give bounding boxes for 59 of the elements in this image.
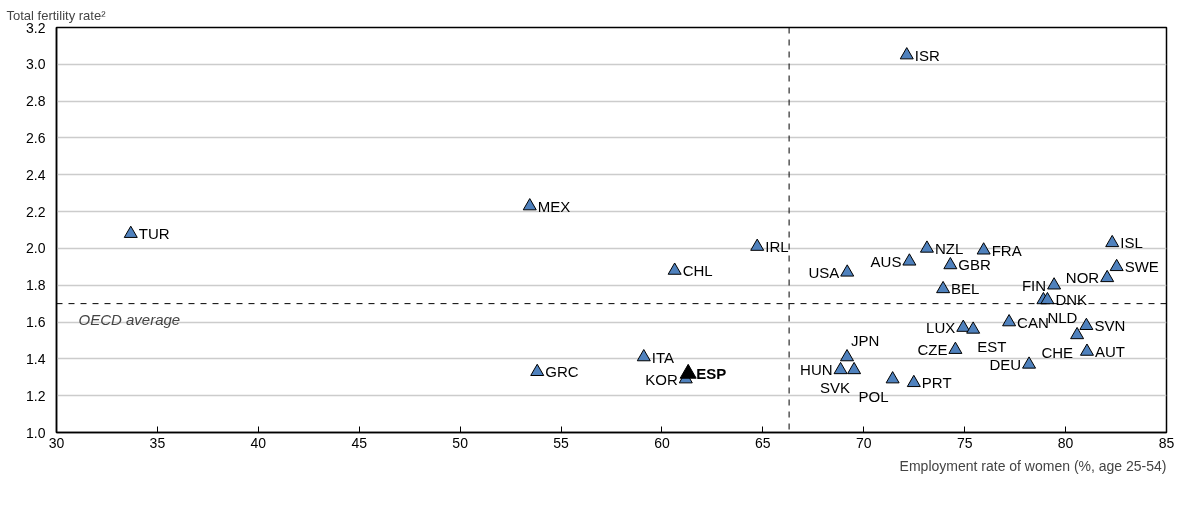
y-tick-label: 1.0 [26, 424, 46, 441]
x-tick-label: 55 [553, 434, 570, 451]
annotation: AUT [1094, 343, 1125, 360]
annotation: CHL [682, 262, 713, 279]
annotation: SVN [1094, 317, 1126, 335]
annotation: SVK [820, 378, 851, 396]
annotation: POL [858, 388, 889, 406]
annotation: AUS [870, 252, 902, 270]
annotation: DNK [1055, 291, 1088, 309]
annotation: CAN [1017, 313, 1049, 331]
annotation: IRL [765, 238, 789, 256]
x-tick-label: 45 [351, 434, 368, 451]
y-tick-label: 2.6 [26, 129, 46, 146]
annotation: LUX [926, 319, 956, 337]
y-tick-label: 2.4 [26, 166, 46, 183]
annotation: BEL [951, 280, 980, 298]
x-tick-label: 80 [1057, 434, 1074, 451]
annotation: ISR [914, 46, 940, 64]
annotation: HUN [800, 361, 833, 379]
annotation: SWE [1124, 258, 1159, 276]
x-tick-label: 30 [48, 434, 65, 451]
annotation: TUR [138, 225, 170, 243]
y-tick-label: 1.4 [26, 350, 46, 367]
y-tick-label: 1.6 [26, 314, 46, 331]
annotation: CZE [917, 341, 948, 359]
x-tick-label: 50 [452, 434, 469, 451]
annotation: PRT [921, 374, 952, 392]
annotation: ITA [651, 348, 675, 366]
x-tick-label: 75 [956, 434, 973, 451]
annotation: FRA [991, 241, 1022, 259]
x-axis-title: Employment rate of women (%, age 25-54) [899, 457, 1167, 474]
annotation: NZL [934, 239, 964, 257]
annotation: MEX [537, 197, 571, 215]
x-tick-label: 70 [855, 434, 872, 451]
x-tick-label: 65 [755, 434, 771, 451]
y-tick-label: 2.0 [26, 240, 46, 257]
annotation: GRC [545, 363, 579, 381]
annotation: KOR [645, 370, 678, 388]
annotation: NOR [1065, 269, 1100, 287]
annotation: JPN [851, 332, 880, 350]
x-tick-label: 40 [250, 434, 267, 451]
x-tick-label: 35 [149, 434, 166, 451]
x-tick-label: 85 [1158, 434, 1175, 451]
y-tick-label: 1.2 [26, 387, 46, 404]
annotation: ESP [696, 365, 727, 383]
annotation: FIN [1021, 276, 1047, 294]
y-tick-label: 3.0 [26, 56, 46, 73]
y-tick-label: 1.8 [26, 277, 46, 294]
ref-line-label: OECD average [78, 310, 181, 328]
x-tick-label: 60 [654, 434, 670, 451]
annotation: DEU [989, 355, 1022, 373]
y-tick-label: 2.2 [26, 203, 46, 220]
annotation: ISL [1120, 234, 1143, 252]
annotation: EST [977, 338, 1007, 356]
annotation: NLD [1047, 308, 1078, 326]
annotation: CHE [1041, 343, 1074, 361]
annotation: GBR [958, 256, 992, 274]
annotation: USA [808, 263, 840, 281]
y-tick-label: 2.8 [26, 93, 46, 110]
